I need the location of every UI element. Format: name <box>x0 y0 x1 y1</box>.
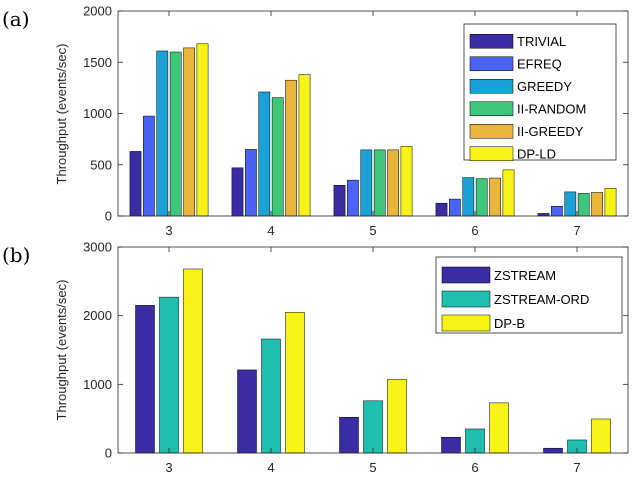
x-tick-label-b: 6 <box>471 460 478 475</box>
bar-ii-random-4 <box>271 97 284 217</box>
y-tick-label-b: 3000 <box>83 240 112 255</box>
y-tick-label-b: 0 <box>105 446 112 461</box>
legend-swatch-zstream <box>441 266 491 284</box>
bar-dp-b-6 <box>489 402 509 454</box>
legend-label-greedy: GREEDY <box>517 79 572 94</box>
legend-label-zstream-ord: ZSTREAM-ORD <box>494 292 589 307</box>
bar-ii-random-5 <box>373 149 386 217</box>
bar-efreq-6 <box>449 198 461 217</box>
bars-a <box>129 43 617 217</box>
bar-dp-ld-4 <box>298 74 311 217</box>
bar-ii-greedy-7 <box>591 192 603 217</box>
chart-panel-b: (b) 0 1000 2000 3000 3 4 5 6 7 Throughput (event… <box>2 240 629 475</box>
bar-zstream-6 <box>441 436 461 454</box>
bar-trivial-5 <box>333 185 346 217</box>
bar-dp-b-4 <box>285 311 305 454</box>
axes-a: 0 500 1000 1500 2000 3 4 5 6 7 <box>83 4 629 238</box>
legend-swatch-efreq <box>469 56 514 71</box>
bar-trivial-4 <box>231 167 244 217</box>
axes-b: 0 1000 2000 3000 3 4 5 6 7 <box>83 240 629 475</box>
bar-ii-random-6 <box>475 178 488 217</box>
x-tick-label-b: 4 <box>267 460 274 475</box>
legend-swatch-dp-ld <box>469 146 514 161</box>
bar-trivial-6 <box>435 202 448 217</box>
legend-swatch-greedy <box>469 79 514 94</box>
bar-zstream-4 <box>237 369 257 454</box>
bar-zstream-ord-3 <box>159 296 179 454</box>
y-tick-label-a: 500 <box>90 157 112 172</box>
legend-swatch-zstream-ord <box>441 290 491 308</box>
x-tick-label-a: 5 <box>369 223 376 238</box>
bar-efreq-5 <box>347 179 359 217</box>
bar-zstream-5 <box>339 417 359 454</box>
panel-label-a: (a) <box>2 7 30 31</box>
y-tick-label-a: 1000 <box>83 106 112 121</box>
legend-label-zstream: ZSTREAM <box>494 268 556 283</box>
bar-dp-ld-3 <box>196 43 209 217</box>
legend-b: ZSTREAM ZSTREAM-ORD DP-B <box>435 256 623 334</box>
panel-label-b: (b) <box>2 243 30 267</box>
bar-dp-ld-5 <box>400 146 413 217</box>
bar-ii-random-7 <box>577 193 590 217</box>
bar-zstream-7 <box>543 447 563 454</box>
legend-label-ii-random: II-RANDOM <box>517 102 586 117</box>
bar-ii-greedy-3 <box>183 47 195 217</box>
bar-dp-b-7 <box>591 418 611 454</box>
x-tick-label-a: 4 <box>267 223 274 238</box>
legend-label-dp-b: DP-B <box>494 316 525 331</box>
legend-swatch-ii-greedy <box>469 124 514 139</box>
bar-trivial-3 <box>129 151 142 217</box>
y-tick-label-a: 2000 <box>83 4 112 19</box>
x-tick-label-b: 7 <box>573 460 580 475</box>
bar-zstream-ord-5 <box>363 400 383 454</box>
y-tick-label-b: 2000 <box>83 308 112 323</box>
bar-dp-b-5 <box>387 379 407 454</box>
bar-efreq-4 <box>245 149 257 217</box>
bar-efreq-3 <box>143 115 155 217</box>
legend-label-ii-greedy: II-GREEDY <box>517 124 584 139</box>
legend-label-efreq: EFREQ <box>517 57 562 72</box>
bar-zstream-3 <box>135 305 155 454</box>
bar-zstream-ord-4 <box>261 338 281 454</box>
x-tick-label-b: 5 <box>369 460 376 475</box>
legend-label-trivial: TRIVIAL <box>517 34 566 49</box>
x-tick-label-a: 3 <box>165 223 172 238</box>
bar-dp-ld-7 <box>604 188 617 217</box>
bar-ii-greedy-5 <box>387 149 399 217</box>
bar-dp-b-3 <box>183 268 203 454</box>
y-axis-title-a: Throughput (events/sec) <box>54 44 69 185</box>
y-tick-label-b: 1000 <box>83 377 112 392</box>
legend-swatch-trivial <box>469 34 514 49</box>
legend-swatch-ii-random <box>469 101 514 116</box>
chart-panel-a: (a) 0 500 1000 1500 2000 3 4 5 6 7 Throughput (ev… <box>2 4 629 238</box>
y-tick-label-a: 0 <box>105 209 112 224</box>
bar-ii-greedy-4 <box>285 79 297 217</box>
legend-label-dp-ld: DP-LD <box>517 147 556 162</box>
bar-ii-random-3 <box>169 51 182 217</box>
bar-greedy-3 <box>156 50 169 217</box>
legend-swatch-dp-b <box>441 314 491 332</box>
y-tick-label-a: 1500 <box>83 55 112 70</box>
bar-greedy-5 <box>360 149 373 217</box>
x-tick-label-b: 3 <box>165 460 172 475</box>
bar-greedy-4 <box>258 91 271 217</box>
x-tick-label-a: 7 <box>573 223 580 238</box>
bar-greedy-7 <box>564 191 577 217</box>
bar-ii-greedy-6 <box>489 177 501 217</box>
legend-a: TRIVIAL EFREQ GREEDY II-RANDOM II-GREEDY DP-L… <box>463 23 617 162</box>
bar-efreq-7 <box>551 206 563 217</box>
x-tick-label-a: 6 <box>471 223 478 238</box>
bar-dp-ld-6 <box>502 169 515 217</box>
y-axis-title-b: Throughput (events/sec) <box>54 280 69 421</box>
bar-greedy-6 <box>462 177 475 217</box>
